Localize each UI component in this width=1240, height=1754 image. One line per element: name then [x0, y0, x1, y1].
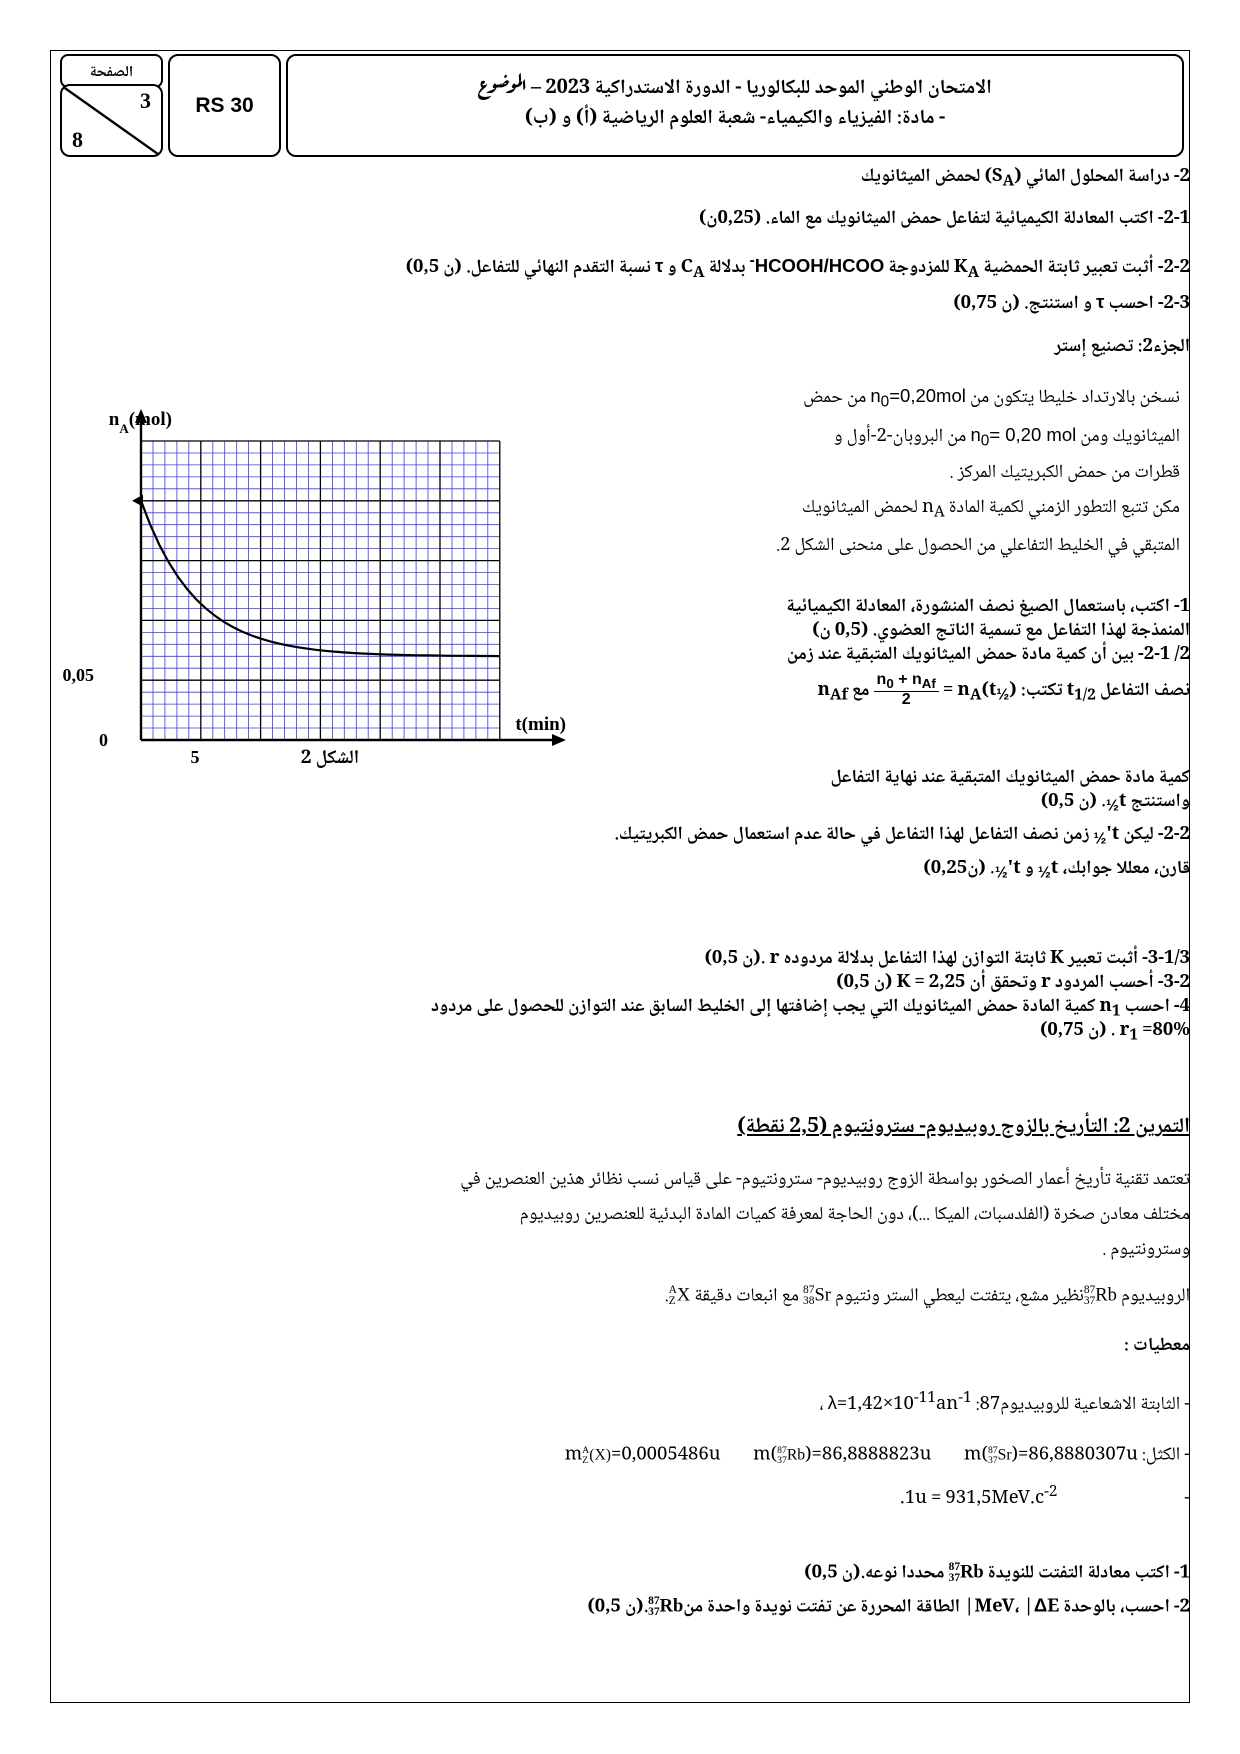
- svg-text:5: 5: [191, 747, 200, 767]
- svg-text:t(min): t(min): [515, 714, 566, 735]
- svg-text:0: 0: [99, 730, 108, 750]
